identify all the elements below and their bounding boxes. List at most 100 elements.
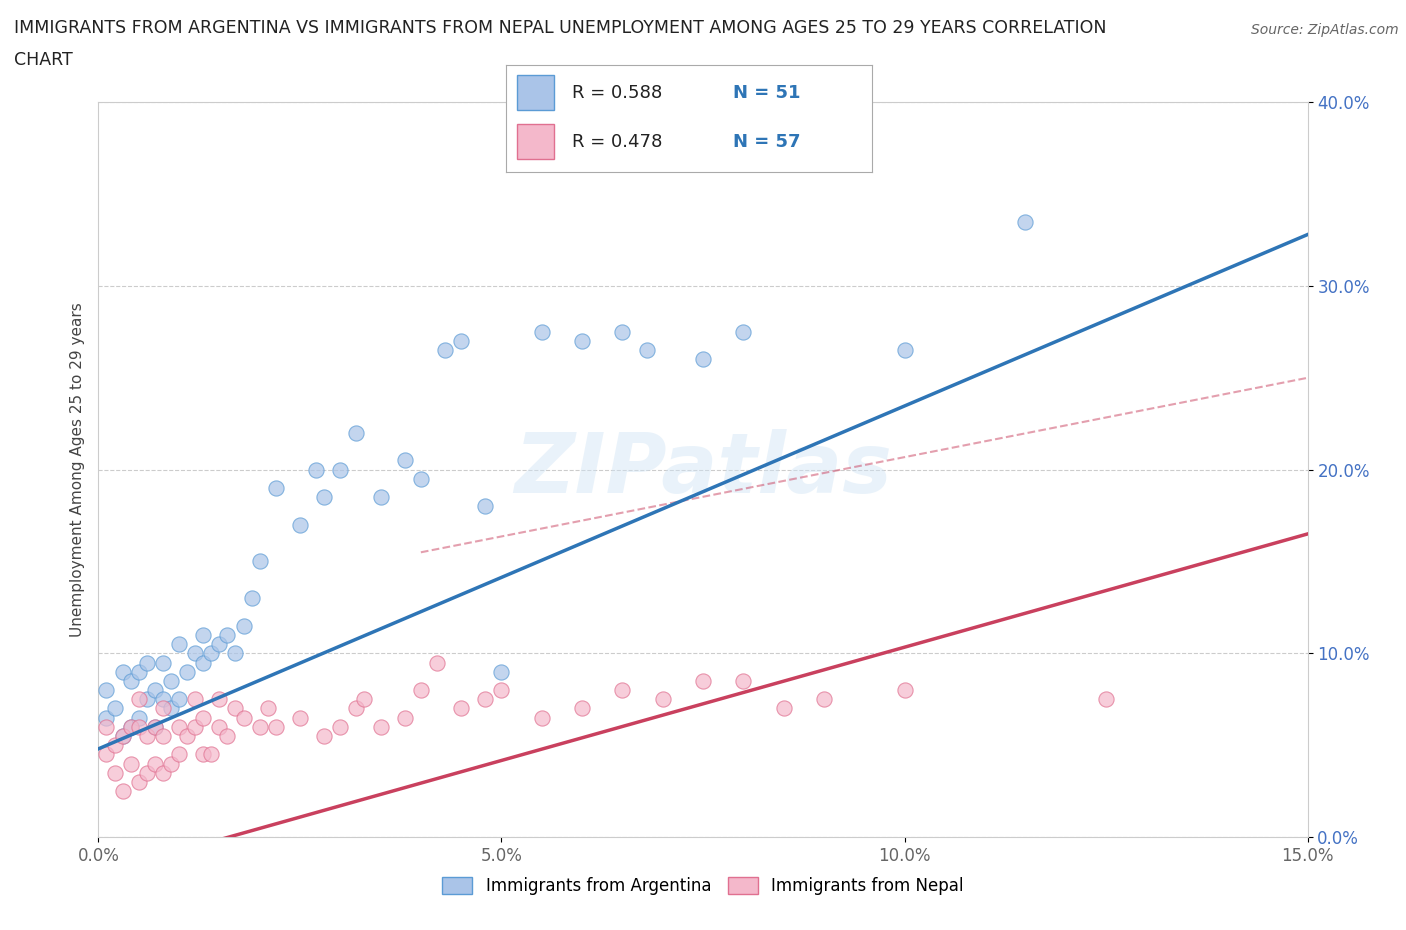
Point — [193, 711, 215, 725]
Point — [128, 720, 150, 735]
Point — [305, 462, 328, 477]
Point — [224, 701, 246, 716]
Point — [152, 765, 174, 780]
Point — [120, 720, 142, 735]
Point — [530, 325, 553, 339]
Point — [111, 784, 134, 799]
Point — [813, 692, 835, 707]
Point — [111, 728, 134, 743]
Point — [200, 645, 222, 660]
Point — [893, 683, 915, 698]
Point — [288, 711, 311, 725]
Point — [152, 728, 174, 743]
Point — [160, 673, 183, 688]
Point — [120, 673, 142, 688]
Point — [329, 720, 352, 735]
Point — [240, 591, 263, 605]
Point — [530, 711, 553, 725]
Point — [143, 683, 166, 698]
Point — [249, 554, 271, 569]
Point — [152, 655, 174, 670]
Point — [160, 701, 183, 716]
Point — [184, 720, 207, 735]
Point — [394, 453, 416, 468]
Point — [143, 756, 166, 771]
Point — [353, 692, 375, 707]
Point — [135, 692, 157, 707]
Point — [160, 756, 183, 771]
Point — [217, 628, 239, 643]
Text: ZIPatlas: ZIPatlas — [515, 429, 891, 511]
Point — [394, 711, 416, 725]
Point — [370, 720, 392, 735]
Point — [1095, 692, 1118, 707]
Point — [128, 711, 150, 725]
Point — [96, 711, 118, 725]
Point — [450, 701, 472, 716]
Point — [217, 728, 239, 743]
Point — [288, 517, 311, 532]
Y-axis label: Unemployment Among Ages 25 to 29 years: Unemployment Among Ages 25 to 29 years — [69, 302, 84, 637]
Point — [184, 692, 207, 707]
Point — [256, 701, 278, 716]
Point — [314, 728, 336, 743]
Point — [409, 472, 432, 486]
Point — [249, 720, 271, 735]
Point — [143, 720, 166, 735]
Point — [208, 637, 231, 652]
FancyBboxPatch shape — [517, 124, 554, 159]
Point — [314, 490, 336, 505]
Point — [176, 728, 198, 743]
Point — [434, 343, 457, 358]
Text: Source: ZipAtlas.com: Source: ZipAtlas.com — [1251, 23, 1399, 37]
Point — [167, 692, 190, 707]
Point — [167, 637, 190, 652]
Point — [772, 701, 794, 716]
Point — [692, 673, 714, 688]
Point — [232, 711, 254, 725]
Point — [96, 683, 118, 698]
Point — [103, 701, 125, 716]
Point — [491, 664, 513, 679]
Point — [733, 673, 755, 688]
Point — [200, 747, 222, 762]
Point — [733, 325, 755, 339]
Legend: Immigrants from Argentina, Immigrants from Nepal: Immigrants from Argentina, Immigrants fr… — [436, 870, 970, 902]
Text: R = 0.588: R = 0.588 — [572, 84, 662, 102]
Text: N = 51: N = 51 — [733, 84, 800, 102]
Text: R = 0.478: R = 0.478 — [572, 133, 662, 151]
Point — [636, 343, 658, 358]
Point — [152, 701, 174, 716]
Point — [193, 747, 215, 762]
Point — [103, 765, 125, 780]
Point — [167, 747, 190, 762]
Point — [450, 334, 472, 349]
Point — [120, 720, 142, 735]
Point — [128, 664, 150, 679]
Point — [692, 352, 714, 367]
Point — [474, 692, 496, 707]
Point — [152, 692, 174, 707]
Point — [264, 720, 287, 735]
Point — [370, 490, 392, 505]
Point — [344, 426, 367, 441]
Point — [103, 737, 125, 752]
Point — [208, 720, 231, 735]
Point — [224, 645, 246, 660]
Point — [1014, 214, 1036, 229]
Point — [491, 683, 513, 698]
Point — [893, 343, 915, 358]
Point — [176, 664, 198, 679]
Point — [264, 481, 287, 496]
Point — [612, 683, 634, 698]
Text: N = 57: N = 57 — [733, 133, 800, 151]
Point — [96, 720, 118, 735]
Point — [143, 720, 166, 735]
Point — [167, 720, 190, 735]
Point — [193, 628, 215, 643]
Point — [96, 747, 118, 762]
Point — [208, 692, 231, 707]
Point — [135, 655, 157, 670]
Point — [128, 775, 150, 790]
Point — [111, 664, 134, 679]
